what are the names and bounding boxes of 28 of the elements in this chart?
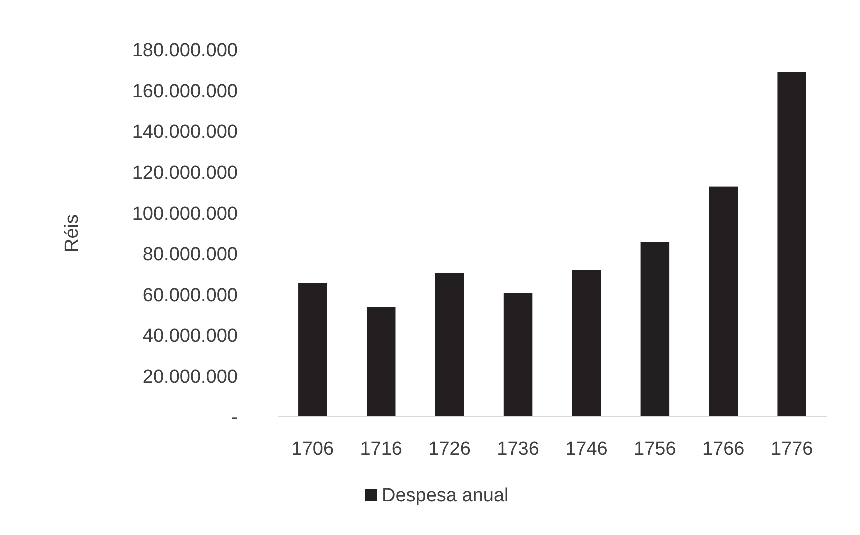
bar (709, 186, 738, 417)
y-tick-label: - (232, 408, 238, 429)
x-tick-label: 1766 (702, 439, 745, 460)
y-tick-label: 40.000.000 (142, 326, 238, 348)
bar (504, 293, 533, 417)
legend-label: Despesa anual (382, 486, 509, 507)
y-tick-label: 20.000.000 (142, 366, 238, 388)
y-tick-label: 80.000.000 (142, 244, 238, 266)
y-tick-label: 140.000.000 (132, 122, 238, 144)
y-tick-label: 100.000.000 (132, 204, 238, 225)
x-tick-label: 1746 (566, 439, 608, 460)
y-axis-title: Réis (62, 214, 83, 253)
y-tick-label: 60.000.000 (142, 285, 238, 306)
bar (366, 307, 396, 417)
y-tick-label: 180.000.000 (132, 40, 238, 62)
bar (298, 283, 328, 417)
bar (435, 273, 464, 417)
x-tick-label: 1726 (428, 439, 471, 460)
x-tick-label: 1706 (292, 439, 334, 460)
bar (572, 270, 602, 417)
x-tick-label: 1756 (634, 439, 676, 460)
x-tick-label: 1736 (497, 439, 540, 460)
bar (778, 72, 806, 417)
bar (640, 242, 670, 417)
y-tick-label: 120.000.000 (132, 162, 238, 184)
x-tick-label: 1776 (770, 439, 814, 460)
x-tick-label: 1716 (360, 439, 403, 460)
y-tick-label: 160.000.000 (132, 81, 238, 102)
